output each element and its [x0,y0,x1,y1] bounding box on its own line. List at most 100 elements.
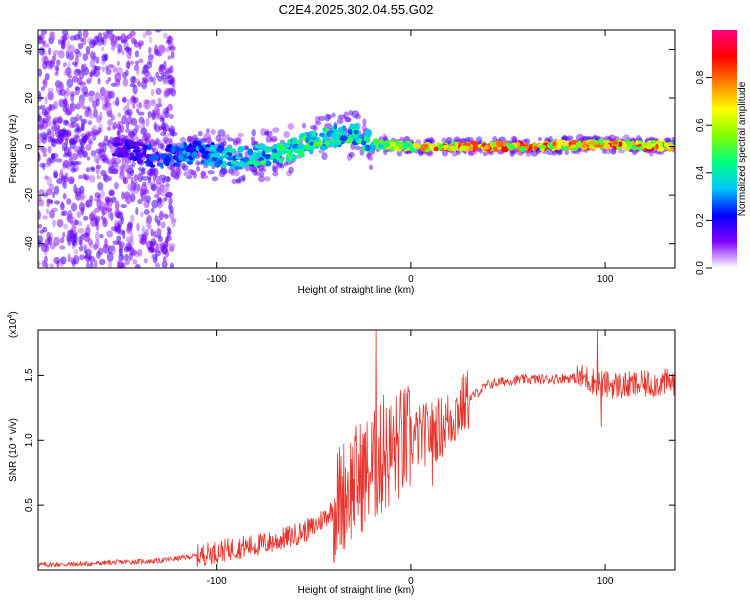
heatmap-cell [210,144,217,152]
heatmap-cell [468,150,475,157]
heatmap-cell [337,114,346,120]
snr-y-ticks: 0.5 1.0 1.5 [24,368,675,512]
heatmap-cell [377,144,385,149]
heatmap-cell [81,64,87,71]
heatmap-cell [155,112,162,120]
heatmap-cell [44,262,49,268]
heatmap-cell [164,155,171,163]
heatmap-cell [64,109,72,116]
heatmap-cell [645,141,650,147]
heatmap-cell [108,190,115,197]
heatmap-cell [105,207,113,212]
heatmap-cell [60,256,67,265]
heatmap-cell [81,118,88,124]
heatmap-cell [127,183,134,192]
heatmap-cell [237,132,244,137]
heatmap-cell [278,157,284,164]
colorbar-tick-label: 0.0 [695,261,706,275]
heatmap-cell [161,260,168,268]
heatmap-cell [627,140,632,147]
heatmap-cell [237,145,244,153]
figure-title: C2E4.2025.302.04.55.G02 [279,2,434,17]
heatmap-cell [170,50,175,59]
heatmap-cell [141,176,149,181]
heatmap-cell [120,39,128,44]
heatmap-cell [126,121,130,130]
heatmap-cell [167,103,173,112]
heatmap-cell [53,256,61,265]
heatmap-cell [165,184,170,193]
heatmap-cell [104,196,110,203]
heatmap-cell [272,143,278,151]
heatmap-cell [69,103,74,110]
heatmap-cell [483,145,490,151]
heatmap-cell [269,135,278,142]
heatmap-cell [137,199,143,205]
heatmap-cell [117,120,124,126]
heatmap-cell [587,140,596,145]
heatmap-cell [50,139,57,148]
heatmap-y-tick-label: 20 [24,92,35,104]
heatmap-cell [79,185,85,194]
heatmap-cell [126,167,135,174]
heatmap-cell [38,141,41,147]
heatmap-cell [575,133,584,142]
heatmap-cell [137,111,145,116]
heatmap-cell [110,82,117,87]
heatmap-cell [62,62,67,68]
snr-y-multiplier-exponent: 4 [7,315,14,319]
heatmap-cell [87,137,93,145]
heatmap-cell [39,162,46,168]
heatmap-cell [110,114,116,121]
heatmap-cell [334,124,338,130]
heatmap-cell [159,64,164,70]
heatmap-cell [150,207,155,213]
heatmap-cell [128,112,132,118]
heatmap-cell [93,154,100,164]
heatmap-cell [88,174,96,183]
heatmap-cell [80,195,85,202]
heatmap-cell [459,145,463,152]
heatmap-cell [134,50,140,58]
heatmap-cell [101,46,105,52]
heatmap-cell [468,145,474,152]
heatmap-cell [149,164,156,168]
heatmap-cell [67,253,71,263]
heatmap-cell [409,144,413,149]
heatmap-cell [347,128,353,135]
heatmap-cell [120,216,125,225]
heatmap-cell [54,200,60,205]
colorbar: 0.0 0.2 0.4 0.6 0.8 Normalized spectral ampl… [695,30,748,275]
heatmap-cell [70,121,78,128]
heatmap-cell [153,121,157,131]
heatmap-cell [552,140,557,147]
heatmap-cell [336,118,344,125]
heatmap-cell [101,103,108,111]
heatmap-x-ticks: -100 0 100 [207,30,614,285]
heatmap-cell [392,144,399,151]
snr-y-multiplier-close: ) [8,311,19,314]
snr-x-tick-label: 0 [408,576,414,587]
heatmap-cell [537,136,543,142]
snr-y-multiplier-base: (x10 [8,318,19,338]
heatmap-cell [97,247,104,256]
heatmap-cell [66,40,71,51]
heatmap-cell [54,71,59,77]
heatmap-cell [338,126,343,133]
heatmap-cell [45,208,50,215]
heatmap-cell [38,195,42,203]
heatmap-cell [88,113,95,119]
heatmap-cell [135,103,142,108]
heatmap-cell [116,153,124,158]
heatmap-cell [264,154,272,160]
heatmap-cell [117,147,121,152]
heatmap-cell [258,175,266,183]
heatmap-cell [368,164,374,171]
heatmap-cell [89,38,96,49]
heatmap-cell [333,129,338,133]
heatmap-cell [136,67,140,76]
heatmap-cell [113,136,121,143]
heatmap-cell [304,144,310,151]
heatmap-cell [85,167,91,173]
heatmap-cell [82,173,87,180]
